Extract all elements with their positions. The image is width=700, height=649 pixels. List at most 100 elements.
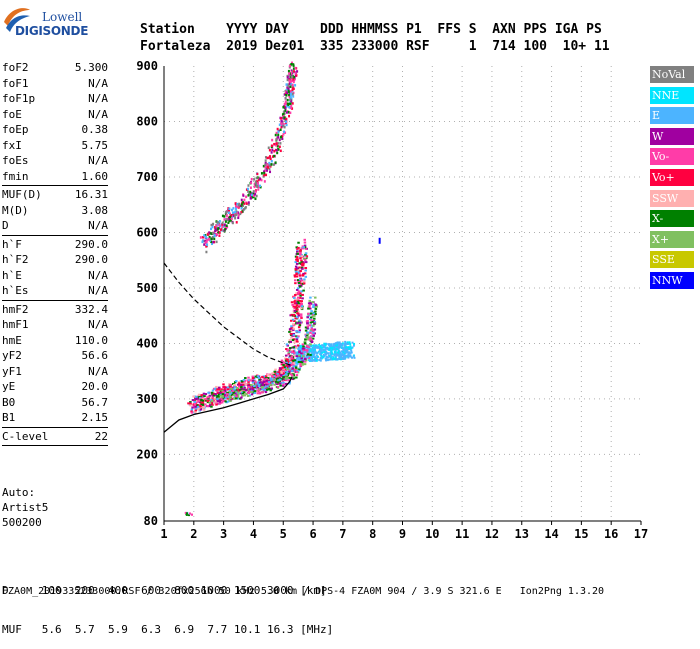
echo-x-trace (296, 368, 299, 371)
echo-x-trace (302, 345, 305, 348)
echo-multihop (289, 98, 292, 101)
echo-o-trace (278, 375, 281, 378)
echo-multihop (237, 213, 240, 217)
echo-o-trace (239, 392, 242, 395)
echo-o-trace (266, 373, 270, 376)
param-row: foE N/A (2, 107, 108, 123)
echo-o-trace (206, 401, 210, 404)
echo-multihop (267, 166, 270, 169)
echo-o-trace (299, 313, 303, 316)
echo-e-spread (316, 345, 319, 348)
echo-multihop (285, 120, 288, 123)
y-tick-label: 900 (136, 59, 158, 73)
echo-e-spread (345, 351, 348, 354)
echo-multihop (257, 185, 260, 189)
param-value: 2.15 (81, 411, 109, 424)
echo-e-spread (315, 351, 318, 354)
echo-o-trace (303, 272, 307, 275)
echo-o-trace (302, 261, 305, 264)
echo-e-spread (342, 347, 345, 350)
echo-x-trace (306, 327, 309, 330)
echo-e-spread (335, 352, 338, 355)
echo-e-spread (296, 362, 299, 365)
echo-o-trace (302, 280, 306, 283)
echo-o-trace (240, 388, 244, 391)
param-key: MUF(D) (2, 188, 42, 201)
echo-o-trace (285, 358, 288, 361)
echo-multihop (205, 250, 208, 254)
x-tick-label: 12 (485, 527, 499, 541)
echo-o-trace (256, 375, 260, 378)
echo-o-trace (251, 381, 255, 384)
echo-o-trace (200, 394, 203, 397)
echo-multihop (221, 223, 224, 226)
echo-multihop (215, 224, 218, 228)
echo-o-trace (211, 389, 215, 392)
legend-entry: Vo+ (650, 168, 694, 186)
echo-e-spread (324, 344, 327, 347)
echo-o-trace (292, 362, 296, 365)
echo-x-trace (299, 363, 302, 366)
echo-o-trace (199, 401, 202, 404)
echo-multihop (242, 201, 245, 204)
echo-o-trace (299, 294, 302, 297)
echo-o-trace (290, 351, 294, 354)
param-value: N/A (88, 219, 108, 232)
echo-x-trace (269, 383, 273, 386)
echo-o-trace (293, 302, 297, 305)
echo-o-trace (300, 255, 303, 258)
echo-e-spread (312, 359, 315, 362)
echo-multihop (290, 69, 293, 72)
echo-o-trace (293, 341, 296, 344)
echo-x-trace (315, 305, 319, 308)
echo-e-spread (331, 346, 334, 349)
echo-x-trace (266, 379, 269, 382)
y-tick-label: 300 (136, 392, 158, 406)
param-row: yE 20.0 (2, 379, 108, 395)
echo-multihop (288, 90, 291, 94)
distance-value: 200 (61, 584, 95, 597)
echo-multihop (281, 135, 284, 138)
echo-x-trace (307, 302, 311, 305)
echo-low (190, 513, 193, 516)
param-separator (2, 426, 108, 428)
echo-o-trace (293, 345, 297, 348)
echo-multihop (284, 105, 287, 109)
echo-multihop (276, 145, 279, 148)
echo-e-spread (294, 360, 297, 363)
echo-e-spread (335, 342, 338, 345)
echo-x-trace (276, 377, 279, 380)
echo-multihop (245, 202, 248, 205)
echo-multihop (226, 225, 229, 229)
echo-o-trace (293, 351, 296, 354)
param-key: h`F2 (2, 253, 29, 266)
echo-multihop (265, 169, 268, 172)
echo-e-spread (333, 354, 336, 357)
echo-o-trace (294, 317, 297, 320)
echo-e-spread (353, 356, 356, 359)
echo-multihop (209, 239, 212, 242)
echo-x-trace (289, 373, 293, 376)
echo-o-trace (280, 363, 284, 366)
echo-x-trace (295, 374, 299, 377)
echo-multihop (292, 78, 295, 81)
echo-o-trace (197, 399, 201, 402)
echo-x-trace (269, 389, 272, 392)
y-tick-label: 200 (136, 447, 158, 461)
echo-o-trace (190, 410, 193, 413)
echo-e-spread (297, 357, 300, 360)
echo-multihop (227, 211, 230, 214)
echo-multihop (276, 151, 279, 155)
echo-e-spread (319, 345, 322, 348)
muf-value: 10.1 (227, 623, 261, 636)
echo-x-trace (266, 385, 269, 388)
echo-x-trace (219, 394, 222, 397)
echo-multihop (292, 63, 295, 66)
echo-x-trace (299, 360, 303, 363)
echo-x-trace (285, 382, 288, 385)
x-tick-label: 9 (399, 527, 406, 541)
echo-multihop (224, 225, 227, 228)
echo-x-trace (278, 382, 282, 385)
echo-o-trace (292, 324, 295, 327)
echo-multihop (279, 137, 282, 140)
